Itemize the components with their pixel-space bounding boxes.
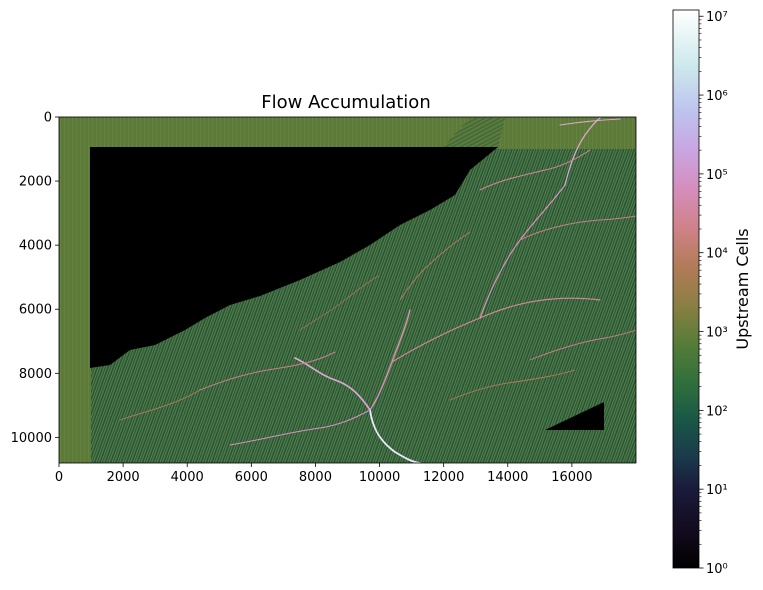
x-tick-label: 8000 [299, 470, 332, 485]
heatmap-nodata-region [90, 147, 498, 368]
y-tick-label: 2000 [19, 175, 52, 190]
chart-title: Flow Accumulation [261, 92, 430, 113]
colorbar [672, 9, 700, 569]
stream-line [449, 369, 576, 401]
y-tick-label: 6000 [19, 303, 52, 318]
x-tick-label: 6000 [235, 470, 268, 485]
heatmap-nodata-corner [545, 402, 604, 430]
x-axis: 0 2000 4000 6000 8000 10000 12000 14000 16000 [55, 463, 593, 485]
x-tick-label: 0 [55, 470, 63, 485]
stream-line [479, 149, 591, 191]
stream-line [119, 389, 201, 421]
colorbar-tick-label: 10⁶ [706, 89, 728, 104]
stream-line [199, 351, 336, 391]
stream-line [529, 329, 636, 361]
y-tick-label: 8000 [19, 367, 52, 382]
stream-line [559, 118, 621, 126]
colorbar-tick-label: 10⁴ [706, 247, 728, 262]
colorbar-tick-label: 10⁵ [706, 168, 728, 183]
y-axis: 0 2000 4000 6000 8000 10000 [11, 111, 59, 446]
plot-frame [58, 116, 637, 464]
colorbar-tick-label: 10³ [706, 326, 728, 341]
stream-line [299, 275, 379, 331]
stream-line [519, 215, 636, 241]
stream-line [399, 231, 471, 301]
x-tick-label: 12000 [423, 470, 464, 485]
colorbar-tick-label: 10² [706, 404, 728, 419]
x-tick-label: 10000 [359, 470, 400, 485]
colorbar-tick-label: 10⁷ [706, 10, 728, 25]
plot-area [59, 117, 636, 463]
x-tick-label: 4000 [171, 470, 204, 485]
heatmap-left-border [59, 117, 91, 463]
x-tick-label: 14000 [487, 470, 528, 485]
y-tick-label: 10000 [11, 431, 52, 446]
stream-network [119, 117, 636, 463]
colorbar-axis: 10⁰ 10¹ 10² 10³ 10⁴ 10⁵ 10⁶ 10⁷ [699, 10, 728, 577]
stream-line [369, 409, 421, 463]
heatmap-top-border [59, 117, 636, 149]
x-tick-label: 2000 [107, 470, 140, 485]
y-tick-label: 4000 [19, 239, 52, 254]
colorbar-tick-label: 10⁰ [706, 562, 728, 577]
stream-line [294, 357, 371, 411]
x-tick-label: 16000 [551, 470, 592, 485]
stream-line [229, 409, 371, 446]
y-tick-label: 0 [44, 111, 52, 126]
colorbar-tick-label: 10¹ [706, 483, 728, 498]
stream-line [564, 117, 601, 186]
colorbar-label: Upstream Cells [733, 228, 752, 349]
